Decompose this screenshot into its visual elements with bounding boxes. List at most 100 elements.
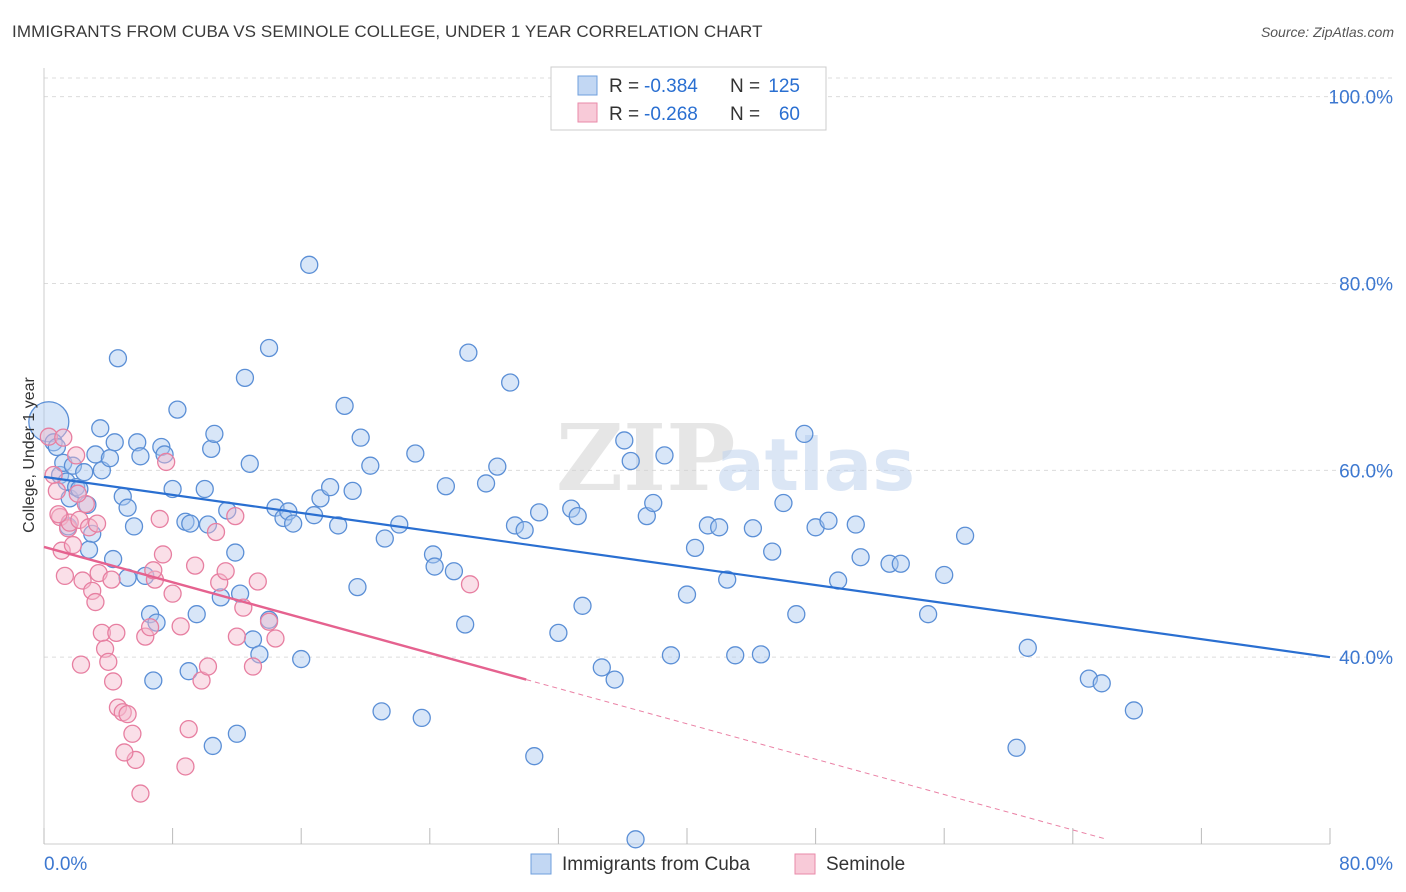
legend-swatch-cuba bbox=[577, 75, 598, 96]
seminole-point bbox=[216, 562, 235, 581]
cuba-point bbox=[181, 514, 200, 533]
seminole-trend-extension bbox=[526, 679, 1106, 840]
source-label: Source: ZipAtlas.com bbox=[1260, 24, 1394, 40]
cuba-point bbox=[525, 747, 544, 766]
seminole-point bbox=[266, 629, 285, 648]
seminole-point bbox=[150, 509, 169, 529]
cuba-point bbox=[918, 605, 938, 624]
cuba-point bbox=[75, 463, 94, 482]
y-axis-label: College, Under 1 year bbox=[21, 377, 38, 533]
cuba-point bbox=[621, 451, 640, 471]
cuba-point bbox=[615, 431, 634, 450]
cuba-point bbox=[292, 649, 311, 669]
seminole-point bbox=[49, 505, 68, 524]
cuba-point bbox=[100, 449, 120, 468]
seminole-point bbox=[107, 623, 126, 643]
cuba-point bbox=[203, 736, 222, 756]
cuba-point bbox=[284, 514, 303, 533]
seminole-point bbox=[171, 617, 190, 636]
seminole-point bbox=[226, 506, 245, 526]
seminole-point bbox=[206, 522, 226, 542]
cuba-point bbox=[372, 702, 391, 721]
seminole-point bbox=[115, 743, 134, 762]
cuba-point bbox=[28, 401, 70, 443]
cuba-point bbox=[412, 708, 431, 728]
seminole-point bbox=[68, 484, 87, 503]
seminole-point bbox=[87, 514, 107, 533]
chart-title: IMMIGRANTS FROM CUBA VS SEMINOLE COLLEGE… bbox=[12, 22, 763, 41]
seminole-point bbox=[71, 655, 91, 674]
cuba-point bbox=[549, 623, 568, 643]
x-tick-label: 0.0% bbox=[44, 854, 87, 875]
cuba-point bbox=[710, 518, 729, 537]
legend-n-label-1: N = bbox=[730, 76, 760, 97]
seminole-point bbox=[157, 452, 176, 472]
cuba-point bbox=[361, 456, 380, 475]
seminole-point bbox=[210, 573, 229, 592]
seminole-point bbox=[123, 724, 142, 743]
cuba-point bbox=[456, 615, 475, 634]
seminole-point bbox=[259, 612, 279, 631]
cuba-point bbox=[846, 515, 865, 534]
cuba-point bbox=[118, 498, 137, 517]
watermark-atlas: atlas bbox=[716, 423, 915, 507]
cuba-point bbox=[63, 456, 83, 475]
cuba-point bbox=[168, 400, 187, 419]
series-cuba bbox=[28, 255, 1144, 849]
seminole-point bbox=[103, 672, 123, 691]
axes bbox=[43, 68, 1331, 845]
trend-lines bbox=[43, 475, 1331, 840]
cuba-point bbox=[677, 585, 697, 604]
legend-r-value-2: -0.268 bbox=[644, 104, 698, 125]
cuba-point bbox=[787, 605, 806, 624]
cuba-point bbox=[698, 516, 718, 535]
legend-n-label-2: N = bbox=[730, 104, 760, 125]
cuba-point bbox=[819, 511, 838, 530]
seminole-point bbox=[140, 618, 160, 637]
seminole-point bbox=[179, 719, 198, 739]
cuba-point bbox=[406, 444, 425, 463]
cuba-point bbox=[390, 515, 409, 534]
seminole-point bbox=[39, 427, 58, 446]
legend-swatch-seminole bbox=[577, 102, 598, 123]
cuba-point bbox=[529, 503, 549, 522]
cuba-point bbox=[851, 548, 870, 567]
cuba-point bbox=[351, 428, 370, 447]
x-tick-label: 80.0% bbox=[1339, 854, 1393, 875]
seminole-point bbox=[243, 657, 263, 676]
legend-n-value-1: 125 bbox=[768, 76, 800, 97]
cuba-point bbox=[131, 447, 150, 466]
cuba-point bbox=[644, 493, 663, 513]
seminole-point bbox=[131, 784, 150, 803]
cuba-point bbox=[444, 562, 464, 581]
seminole-point bbox=[118, 705, 137, 724]
cuba-point bbox=[179, 662, 198, 681]
seminole-point bbox=[248, 572, 267, 591]
series-seminole bbox=[39, 427, 480, 803]
cuba-point bbox=[343, 481, 362, 501]
cuba-point bbox=[505, 516, 525, 535]
cuba-point bbox=[763, 542, 782, 561]
cuba-point bbox=[128, 433, 147, 452]
cuba-point bbox=[79, 540, 99, 559]
seminole-point bbox=[70, 510, 89, 530]
cuba-point bbox=[205, 424, 224, 444]
series-legend: Immigrants from Cuba Seminole bbox=[530, 853, 905, 875]
cuba-point bbox=[240, 454, 259, 473]
stats-legend: R = -0.384 N = 125 R = -0.268 N = 60 bbox=[550, 66, 827, 131]
bottom-legend-label-seminole: Seminole bbox=[826, 854, 905, 875]
seminole-point bbox=[47, 481, 67, 501]
seminole-point bbox=[163, 584, 182, 603]
cuba-point bbox=[751, 645, 771, 664]
cuba-point bbox=[103, 549, 123, 569]
cuba-point bbox=[718, 570, 737, 589]
cuba-point bbox=[774, 493, 793, 513]
cuba-point bbox=[743, 519, 763, 538]
cuba-point bbox=[795, 424, 814, 444]
cuba-point bbox=[105, 433, 124, 452]
y-tick-label: 40.0% bbox=[1339, 648, 1393, 669]
seminole-point bbox=[460, 575, 480, 594]
seminole-point bbox=[44, 465, 63, 485]
cuba-point bbox=[626, 830, 645, 849]
